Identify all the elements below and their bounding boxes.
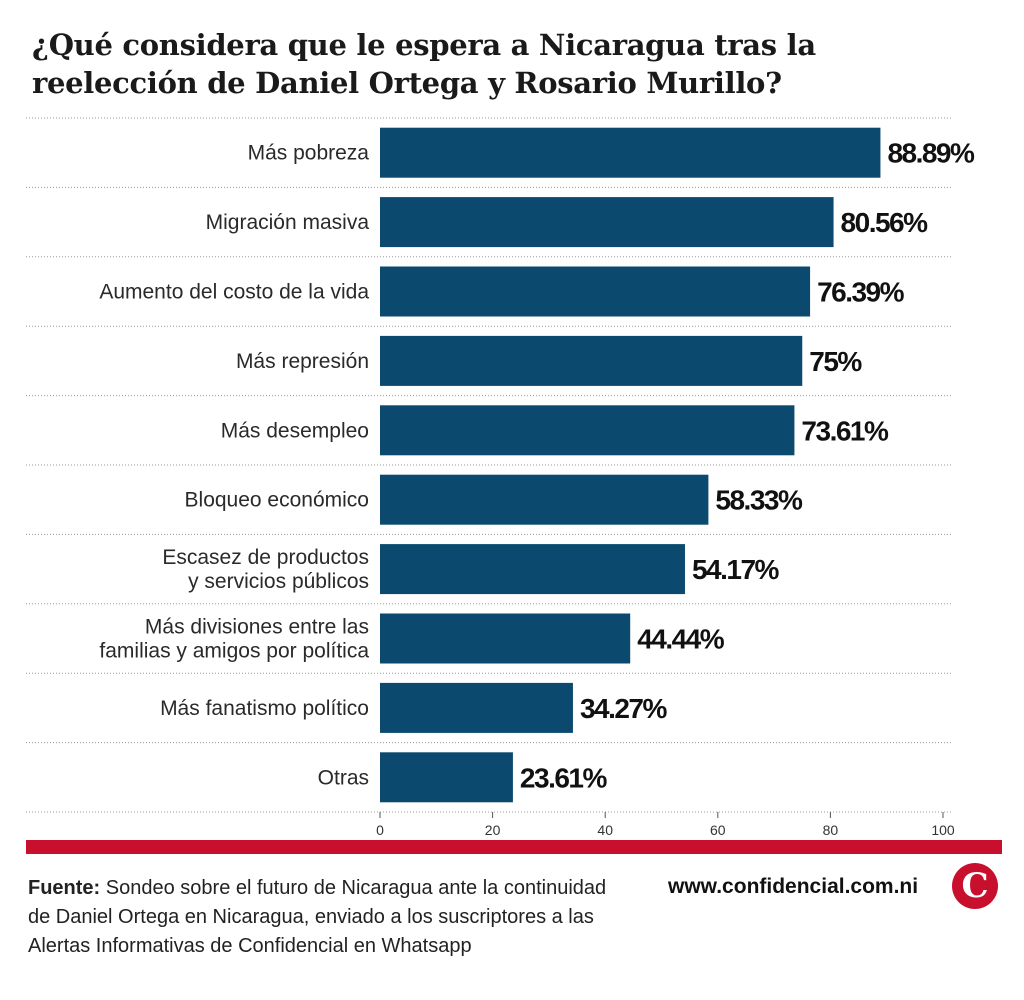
- category-label: Aumento del costo de la vida: [99, 281, 369, 304]
- bar: [380, 197, 834, 248]
- bar-value-label: 58.33%: [715, 485, 803, 516]
- bar-value-label: 80.56%: [841, 207, 929, 238]
- chart-title-line-1: ¿Qué considera que le espera a Nicaragua…: [32, 28, 816, 62]
- x-tick-label: 40: [597, 822, 613, 835]
- bar-value-label: 34.27%: [580, 693, 668, 724]
- website-link[interactable]: www.confidencial.com.ni: [668, 875, 919, 898]
- source-label: Fuente:: [28, 877, 101, 899]
- x-tick-label: 100: [931, 822, 955, 835]
- category-label: Más desempleo: [221, 419, 369, 442]
- category-label: Más divisiones entre las: [145, 616, 369, 639]
- category-label: Más pobreza: [248, 142, 370, 165]
- bar: [380, 405, 795, 456]
- category-label: familias y amigos por política: [99, 640, 369, 663]
- red-divider: [26, 840, 1002, 854]
- bar-value-label: 23.61%: [520, 762, 608, 793]
- category-label: Bloqueo económico: [185, 489, 369, 512]
- bar: [380, 266, 811, 317]
- bar-value-label: 88.89%: [887, 138, 975, 169]
- x-tick-label: 0: [376, 822, 384, 835]
- bar: [380, 335, 803, 386]
- bar-value-label: 76.39%: [817, 277, 905, 308]
- bar-chart: 88.89% Más pobreza 80.56% Migración masiva 7…: [26, 117, 977, 835]
- category-label: Más fanatismo político: [160, 697, 369, 720]
- source-note: Fuente: Sondeo sobre el futuro de Nicara…: [28, 874, 608, 961]
- bar-value-label: 73.61%: [801, 415, 889, 446]
- source-text: Sondeo sobre el futuro de Nicaragua ante…: [28, 877, 607, 957]
- chart-title: ¿Qué considera que le espera a Nicaragua…: [32, 26, 972, 102]
- chart-title-line-2: reelección de Daniel Ortega y Rosario Mu…: [32, 66, 782, 100]
- bar: [380, 613, 631, 664]
- x-tick-label: 60: [710, 822, 726, 835]
- x-tick-label: 80: [823, 822, 839, 835]
- category-label: Escasez de productos: [162, 546, 369, 569]
- bar: [380, 474, 709, 525]
- category-label: Más represión: [236, 350, 369, 373]
- bar: [380, 682, 573, 733]
- bar-value-label: 44.44%: [637, 624, 725, 655]
- bar-value-label: 54.17%: [692, 554, 780, 585]
- bar: [380, 544, 685, 595]
- category-label: Otras: [318, 766, 369, 789]
- category-label: y servicios públicos: [188, 570, 369, 593]
- x-tick-label: 20: [485, 822, 501, 835]
- category-label: Migración masiva: [206, 211, 370, 234]
- bar: [380, 127, 881, 178]
- bar-value-label: 75%: [809, 346, 862, 377]
- bar: [380, 752, 513, 803]
- confidencial-logo-icon: C: [952, 863, 998, 909]
